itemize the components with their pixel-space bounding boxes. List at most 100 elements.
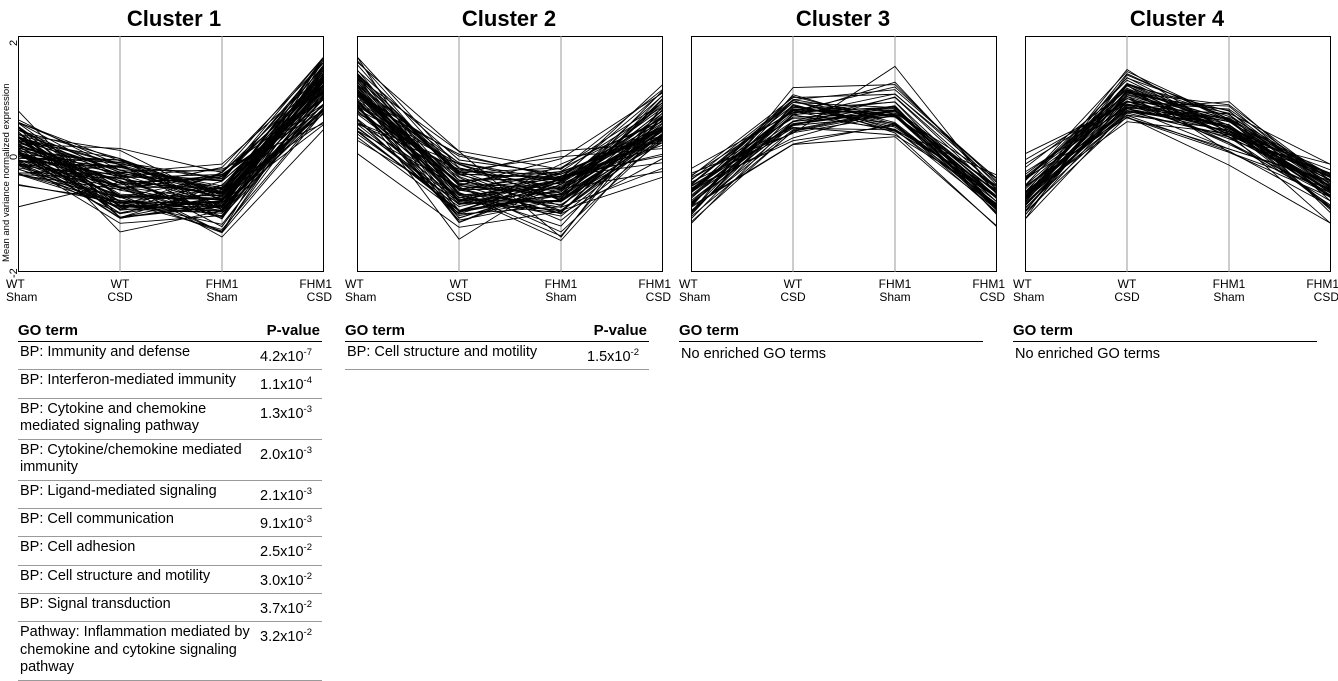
table-row: BP: Interferon-mediated immunity 1.1x10-4 [18, 370, 322, 399]
x-category-label: FHM1 CSD [299, 278, 332, 304]
p-value-mantissa: 9.1x10 [260, 515, 304, 532]
p-value-mantissa: 2.1x10 [260, 487, 304, 504]
x-label-line2: Sham [345, 290, 377, 304]
p-value-mantissa: 1.5x10 [587, 348, 631, 365]
x-label-line1: FHM1 [878, 277, 912, 291]
table-header: GO term P-value [18, 322, 322, 342]
gene-expression-line [18, 74, 324, 210]
gene-expression-line [18, 83, 324, 206]
x-label-line2: CSD [446, 290, 472, 304]
y-tick-label: 2 [8, 39, 20, 46]
x-label-line1: FHM1 [1306, 277, 1338, 291]
gene-expression-line [18, 91, 324, 219]
gene-expression-line [18, 61, 324, 181]
gene-expression-line [1025, 69, 1331, 198]
x-category-label: WT CSD [439, 278, 479, 304]
table-row: BP: Cell communication 9.1x10-3 [18, 509, 322, 538]
gene-expression-line [357, 79, 663, 208]
cluster-title: Cluster 1 [126, 6, 222, 31]
x-label-line1: FHM1 [972, 277, 1005, 291]
gene-expression-line [18, 76, 324, 233]
table-row: BP: Cytokine/chemokine mediated immunity… [18, 440, 322, 481]
table-row: BP: Signal transduction 3.7x10-2 [18, 594, 322, 623]
gene-expression-line [691, 116, 997, 199]
p-value: 1.5x10-2 [587, 344, 649, 366]
go-term: BP: Interferon-mediated immunity [20, 372, 236, 389]
go-term: BP: Cytokine and chemokine mediated sign… [20, 400, 207, 435]
x-label-line2: CSD [107, 290, 133, 304]
gene-expression-line [357, 89, 663, 212]
gene-expression-line [18, 98, 324, 197]
x-label-line1: WT [1117, 277, 1137, 291]
gene-expression-line [1025, 117, 1331, 198]
table-row: BP: Ligand-mediated signaling 2.1x10-3 [18, 481, 322, 509]
gene-expression-line [18, 72, 324, 189]
cluster-panel-1: Cluster 1 Mean and variance normalized ex… [1, 0, 340, 681]
gene-expression-line [691, 89, 997, 181]
gene-expression-line [357, 92, 663, 202]
x-category-label: FHM1 Sham [875, 278, 915, 304]
x-label-line2: CSD [979, 290, 1005, 304]
plot-frame [691, 36, 997, 272]
p-value: 4.2x10-7 [260, 344, 322, 366]
p-value-exponent: -3 [303, 444, 312, 456]
p-value-exponent: -3 [303, 513, 312, 525]
table-row: BP: Cell structure and motility 1.5x10-2 [345, 342, 649, 371]
go-term-header: GO term [1013, 322, 1074, 339]
gene-expression-line [18, 106, 324, 217]
p-value-mantissa: 3.7x10 [260, 600, 304, 617]
p-value-exponent: -2 [630, 347, 639, 358]
cluster-title: Cluster 2 [461, 6, 557, 31]
gene-expression-line [18, 87, 324, 198]
x-label-line1: WT [6, 277, 25, 291]
x-label-line1: WT [679, 277, 698, 291]
no-terms-text: No enriched GO terms [681, 346, 827, 362]
x-label-line2: CSD [1114, 290, 1140, 304]
p-value-mantissa: 3.2x10 [260, 629, 304, 646]
x-label-line2: CSD [1313, 290, 1338, 304]
x-label-line1: FHM1 [544, 277, 578, 291]
cluster-title: Cluster 4 [1129, 6, 1225, 31]
gene-expression-line [1025, 101, 1331, 206]
x-category-label: WT CSD [100, 278, 140, 304]
table-row: BP: Immunity and defense 4.2x10-7 [18, 342, 322, 371]
x-label-line2: CSD [780, 290, 806, 304]
x-category-label: FHM1 Sham [1209, 278, 1249, 304]
cluster-panel-4: Cluster 4 WT Sham WT CSD FHM1 Sham FHM1 CSD GO te… [1011, 0, 1338, 649]
gene-expression-line [18, 109, 324, 230]
gene-expression-line [357, 112, 663, 207]
x-category-label: WT CSD [1107, 278, 1147, 304]
gene-expression-line [1025, 107, 1331, 182]
go-term-table: GO term P-value BP: Immunity and defense 4.… [18, 322, 322, 681]
x-label-line2: Sham [1213, 290, 1245, 304]
gene-expression-line [691, 106, 997, 216]
p-value-exponent: -4 [303, 375, 312, 387]
x-category-label: FHM1 Sham [541, 278, 581, 304]
gene-expression-line [1025, 117, 1331, 187]
gene-expression-line [357, 98, 663, 179]
p-value-mantissa: 3.0x10 [260, 572, 304, 589]
x-label-line2: CSD [645, 290, 671, 304]
gene-expression-line [18, 83, 324, 214]
x-label-line1: WT [345, 277, 364, 291]
gene-expression-line [18, 83, 324, 233]
p-value-mantissa: 2.0x10 [260, 446, 304, 463]
gene-expression-line [18, 85, 324, 228]
go-term: BP: Cytokine/chemokine mediated immunity [20, 441, 242, 476]
gene-expression-line [18, 65, 324, 202]
gene-expression-line [357, 121, 663, 190]
x-label-line1: WT [783, 277, 803, 291]
p-value-exponent: -3 [303, 403, 312, 415]
table-row: Pathway: Inflammation mediated by chemok… [18, 622, 322, 681]
x-category-label: FHM1 Sham [202, 278, 242, 304]
table-row: BP: Cell adhesion 2.5x10-2 [18, 537, 322, 566]
p-value-mantissa: 2.5x10 [260, 544, 304, 561]
p-value-mantissa: 4.2x10 [260, 348, 304, 365]
gene-expression-line [691, 136, 997, 227]
table-header: GO term P-value [345, 322, 649, 342]
gene-expression-line [357, 61, 663, 170]
cluster-panel-3: Cluster 3 WT Sham WT CSD FHM1 Sham FHM1 CSD GO te… [677, 0, 1009, 649]
p-value-exponent: -2 [303, 627, 312, 639]
gene-expression-line [357, 73, 663, 196]
table-header: GO term [1013, 322, 1317, 342]
